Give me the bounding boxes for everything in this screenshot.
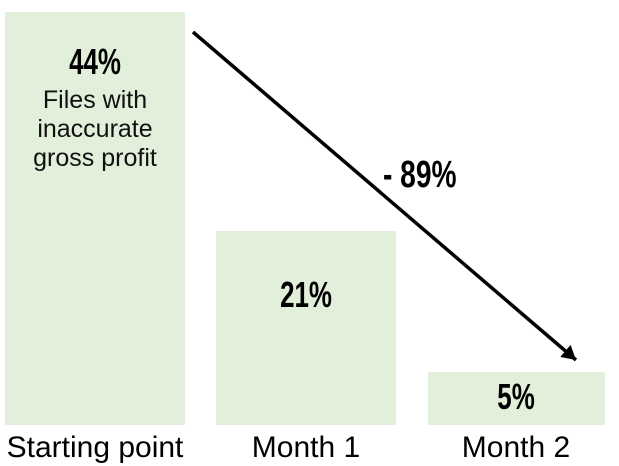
bar-sublabel-starting-point: Files with inaccurate gross profit [33,86,157,172]
bar-month-2: 5% [428,372,605,425]
bar-starting-point: 44% Files with inaccurate gross profit [5,12,185,425]
bar-value-label-month-2: 5% [497,376,536,417]
category-label-month-2: Month 2 [461,431,571,464]
decline-annotation: - 89% [383,156,482,194]
decline-annotation-text: - 89% [383,154,457,196]
category-label-month-1: Month 1 [251,431,361,464]
category-label-starting-point: Starting point [6,431,184,464]
bar-value-label-starting-point: 44% [69,41,121,82]
bar-value-row: 5% [428,372,605,415]
bar-month-1: 21% [216,231,396,425]
bar-value-row: 21% [216,231,396,313]
bar-value-row: 44% [5,12,185,80]
bar-value-label-month-1: 21% [280,274,332,315]
